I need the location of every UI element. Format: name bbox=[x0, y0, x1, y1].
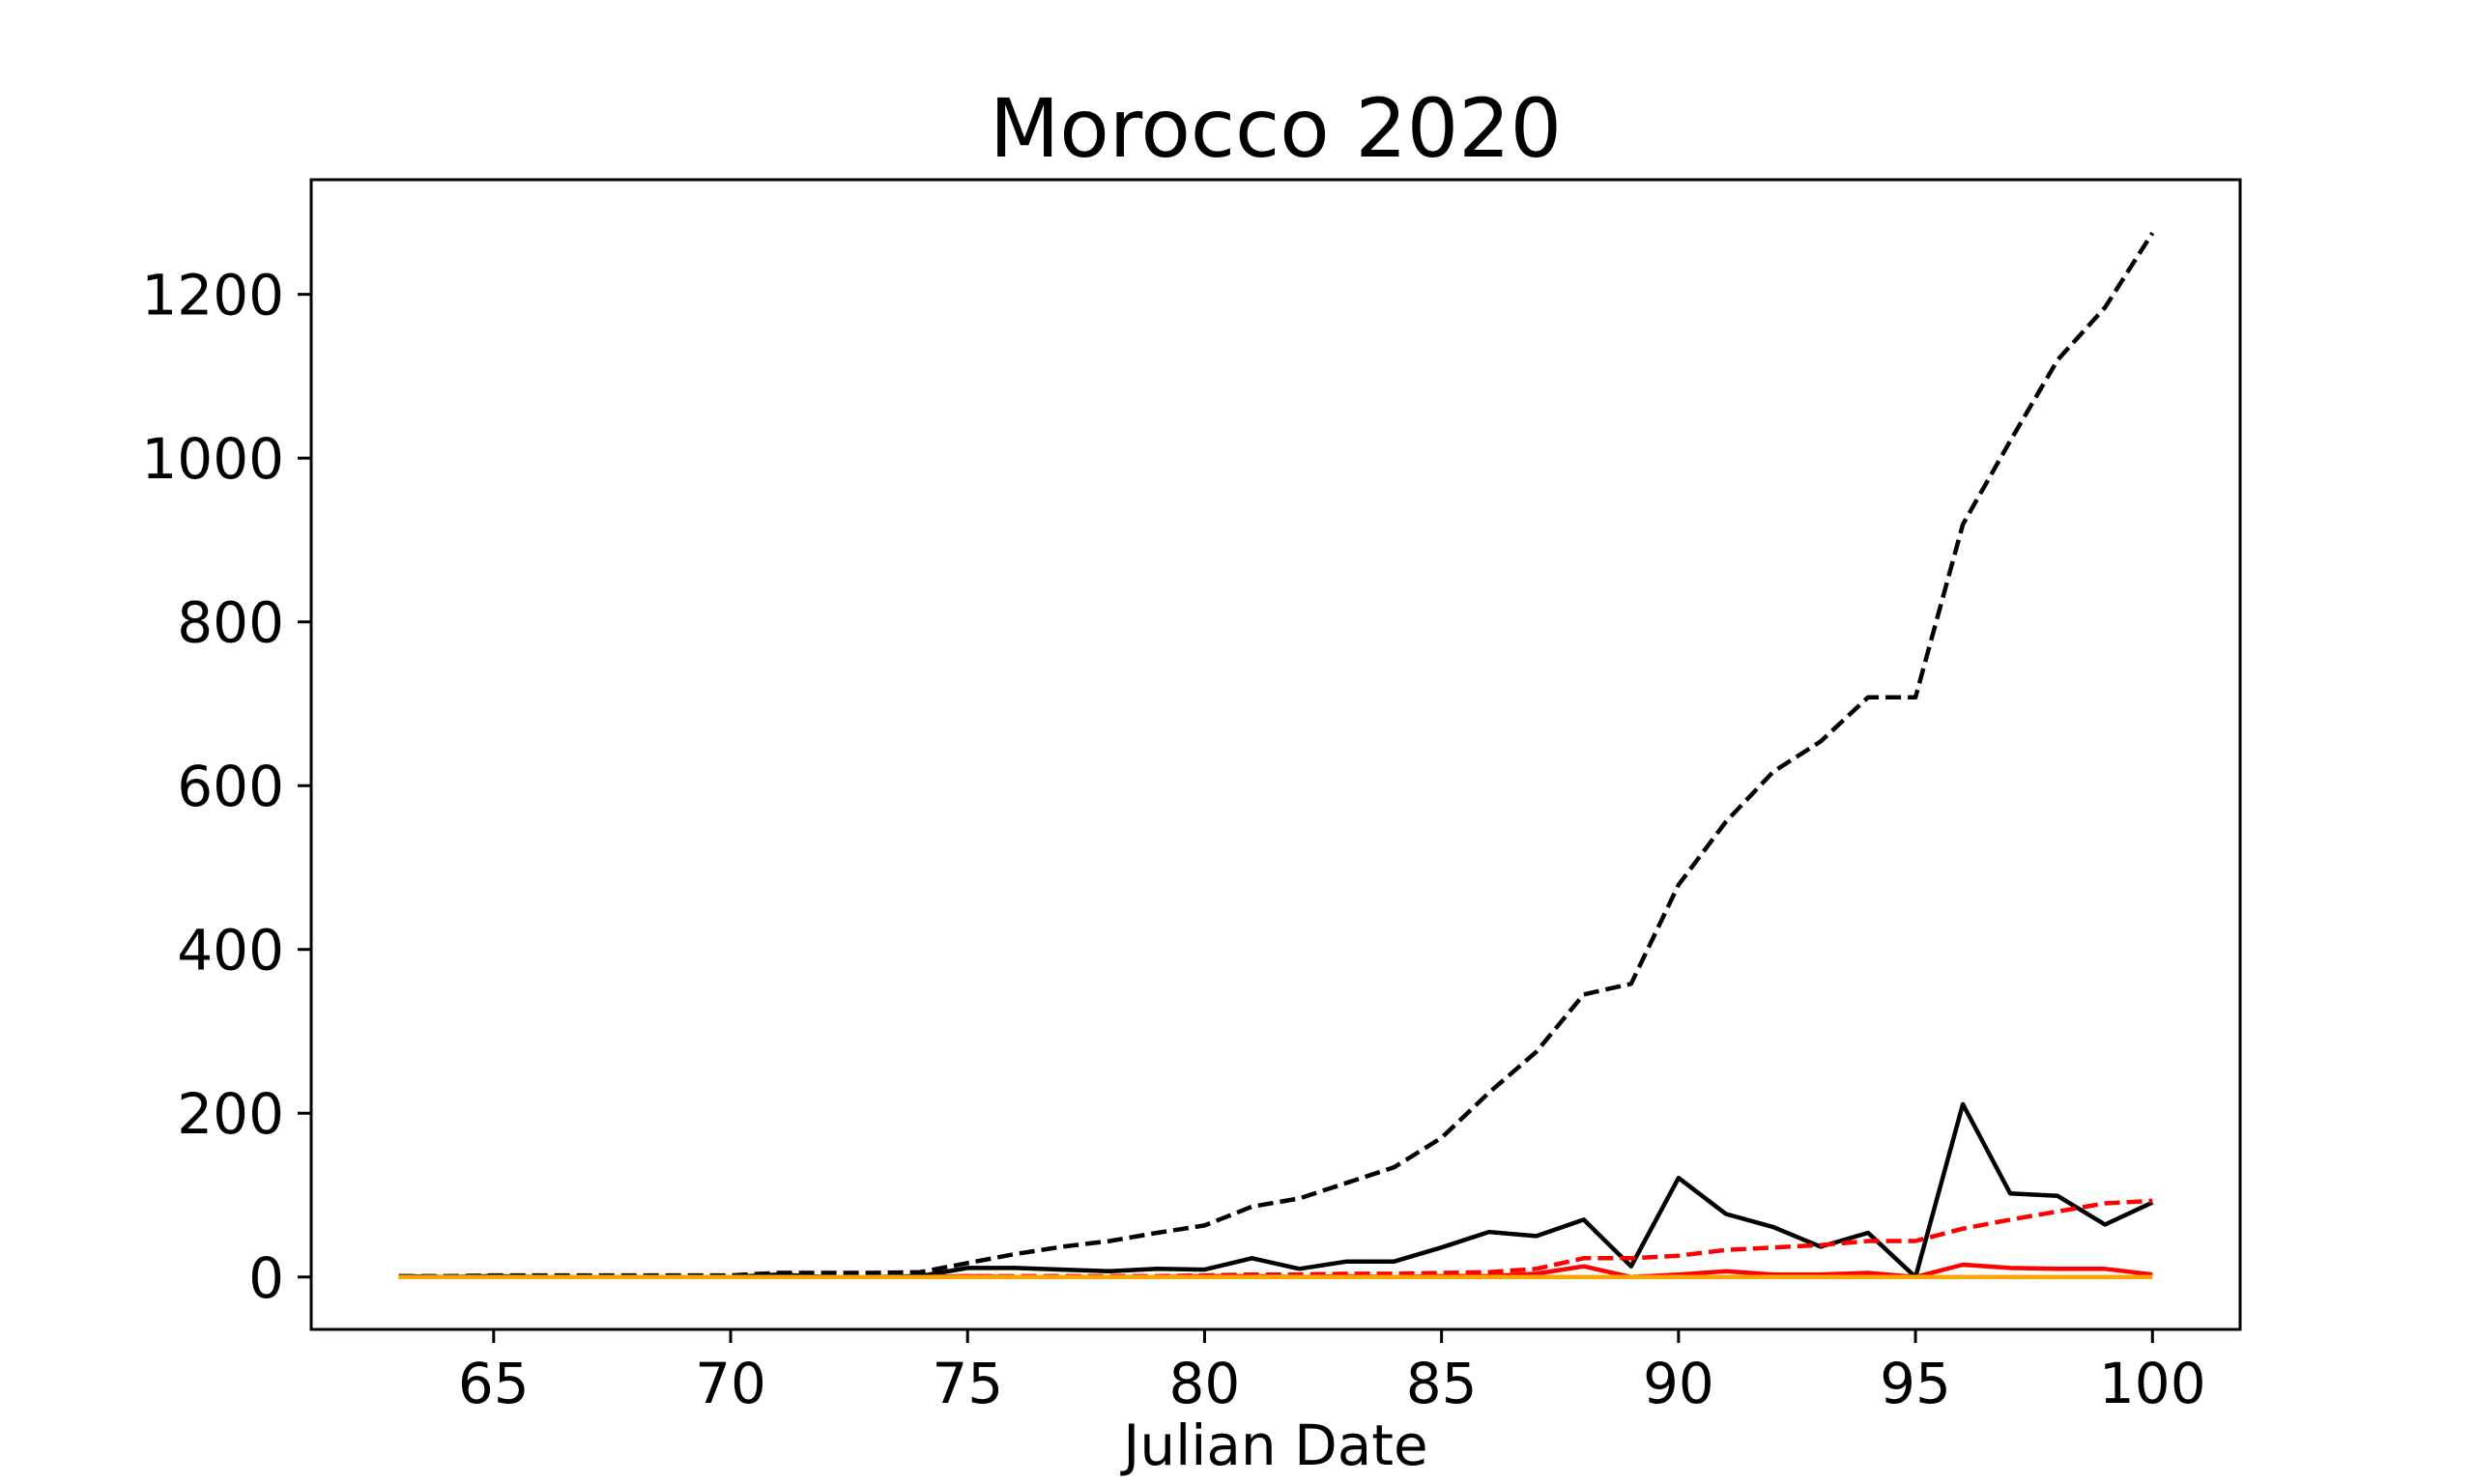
y-tick-label: 1000 bbox=[141, 426, 284, 492]
y-tick-label: 800 bbox=[177, 590, 284, 656]
series-layer bbox=[398, 231, 2155, 1280]
y-tick-label: 400 bbox=[177, 918, 284, 984]
chart-title: Morocco 2020 bbox=[990, 81, 1562, 176]
x-tick-label: 100 bbox=[2099, 1351, 2206, 1416]
y-tick-label: 1200 bbox=[141, 263, 284, 328]
x-tick-label: 90 bbox=[1643, 1351, 1714, 1416]
x-tick-label: 65 bbox=[458, 1351, 530, 1416]
y-axis: 0 200 400 600 800 1000 1200 bbox=[141, 263, 311, 1311]
x-tick-label: 80 bbox=[1169, 1351, 1241, 1416]
x-tick-label: 85 bbox=[1406, 1351, 1478, 1416]
plot-frame bbox=[309, 178, 2242, 1331]
y-tick-label: 200 bbox=[177, 1081, 284, 1147]
x-tick-label: 75 bbox=[932, 1351, 1003, 1416]
x-tick-label: 95 bbox=[1880, 1351, 1951, 1416]
y-tick-label: 0 bbox=[248, 1245, 284, 1311]
x-axis-label: Julian Date bbox=[1120, 1413, 1427, 1478]
y-tick-label: 600 bbox=[177, 754, 284, 819]
x-tick-label: 70 bbox=[695, 1351, 766, 1416]
x-axis: 65 70 75 80 85 90 95 100 bbox=[458, 1329, 2206, 1416]
